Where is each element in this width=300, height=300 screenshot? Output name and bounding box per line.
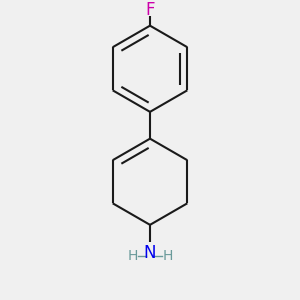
Text: F: F bbox=[145, 1, 155, 19]
Text: N: N bbox=[144, 244, 156, 262]
Text: H: H bbox=[162, 249, 172, 263]
Text: H: H bbox=[128, 249, 138, 263]
